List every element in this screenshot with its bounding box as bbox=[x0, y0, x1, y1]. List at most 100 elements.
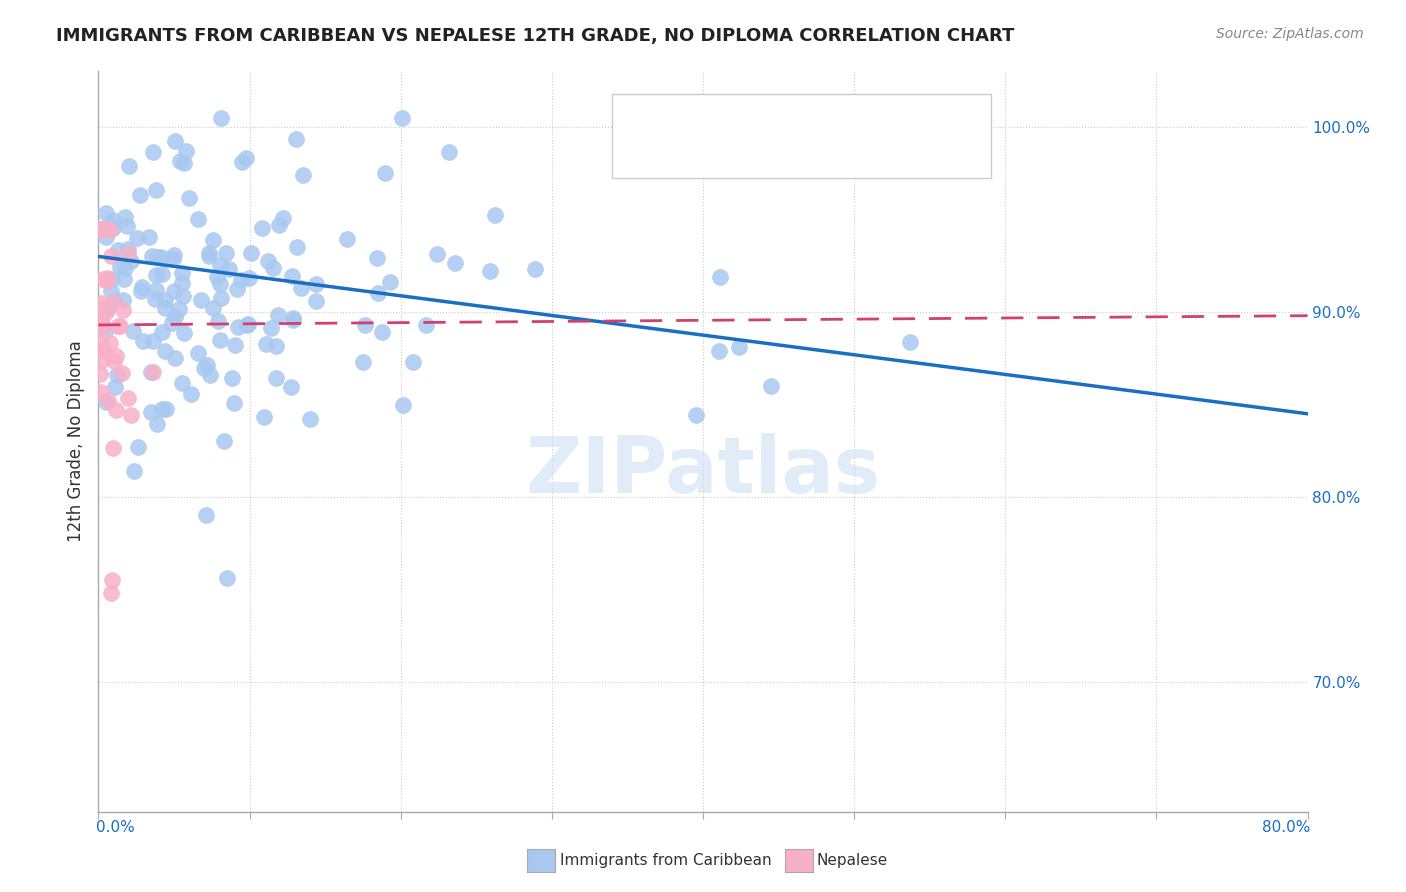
Point bbox=[110, 367, 132, 381]
Point bbox=[150, 401, 173, 416]
Point bbox=[264, 339, 287, 353]
Point bbox=[354, 318, 377, 333]
Point bbox=[209, 292, 232, 306]
Point bbox=[218, 261, 240, 276]
Point bbox=[103, 441, 125, 455]
Point bbox=[484, 208, 506, 222]
Point bbox=[120, 254, 142, 268]
Point bbox=[139, 404, 162, 418]
Point bbox=[94, 304, 117, 318]
Point bbox=[100, 272, 122, 286]
Point bbox=[90, 221, 112, 235]
Point bbox=[96, 271, 118, 285]
Point bbox=[94, 230, 117, 244]
Point bbox=[118, 159, 141, 173]
Point bbox=[162, 252, 184, 267]
Point bbox=[105, 368, 128, 382]
Point bbox=[224, 338, 246, 352]
Point bbox=[172, 277, 194, 291]
Point bbox=[165, 134, 187, 148]
Point bbox=[101, 574, 124, 588]
Point bbox=[266, 371, 288, 385]
Point bbox=[108, 260, 131, 274]
Point bbox=[112, 293, 135, 307]
Point bbox=[103, 295, 125, 310]
Y-axis label: 12th Grade, No Diploma: 12th Grade, No Diploma bbox=[66, 341, 84, 542]
Point bbox=[104, 402, 127, 417]
Point bbox=[479, 264, 502, 278]
Point bbox=[150, 325, 173, 339]
Point bbox=[90, 384, 112, 399]
Point bbox=[96, 274, 118, 288]
Point bbox=[685, 409, 707, 423]
Point bbox=[101, 220, 124, 235]
Point bbox=[165, 310, 187, 324]
Point bbox=[186, 212, 208, 227]
Point bbox=[90, 336, 112, 351]
Point bbox=[283, 313, 305, 327]
Point bbox=[90, 310, 112, 325]
Point bbox=[169, 302, 191, 317]
Point bbox=[439, 145, 461, 160]
Point bbox=[90, 321, 112, 335]
Point bbox=[198, 368, 221, 383]
Text: N =: N = bbox=[770, 144, 831, 161]
Point bbox=[108, 318, 131, 333]
Text: R =: R = bbox=[658, 108, 697, 126]
Point bbox=[94, 323, 117, 337]
Point bbox=[190, 293, 212, 308]
Point bbox=[235, 318, 257, 332]
Point bbox=[305, 277, 328, 291]
Point bbox=[224, 396, 246, 410]
Point bbox=[100, 284, 122, 298]
Text: ZIPatlas: ZIPatlas bbox=[526, 434, 880, 509]
Point bbox=[153, 293, 176, 308]
Point bbox=[336, 232, 359, 246]
Point bbox=[163, 248, 186, 262]
Point bbox=[98, 336, 121, 351]
Point bbox=[93, 343, 115, 358]
Point bbox=[253, 410, 276, 425]
Point bbox=[169, 153, 191, 168]
Point bbox=[100, 249, 122, 263]
Point bbox=[97, 301, 120, 315]
Point bbox=[112, 303, 135, 318]
Point bbox=[254, 337, 277, 351]
Point bbox=[221, 371, 243, 385]
Point bbox=[209, 277, 232, 291]
Point bbox=[117, 242, 139, 256]
Text: 80.0%: 80.0% bbox=[1263, 821, 1310, 835]
Point bbox=[107, 243, 129, 257]
Point bbox=[94, 221, 117, 235]
Point bbox=[145, 268, 167, 282]
Point bbox=[115, 219, 138, 233]
Point bbox=[193, 360, 215, 375]
Point bbox=[139, 365, 162, 379]
Point bbox=[198, 245, 221, 260]
Point bbox=[285, 240, 308, 254]
Point bbox=[260, 321, 283, 335]
Point bbox=[215, 571, 238, 585]
Text: 148: 148 bbox=[830, 108, 859, 126]
Point bbox=[103, 293, 125, 308]
Point bbox=[91, 301, 114, 315]
Point bbox=[142, 365, 165, 379]
Point bbox=[112, 271, 135, 285]
Point bbox=[761, 378, 783, 392]
Point bbox=[235, 151, 257, 165]
Text: N =: N = bbox=[770, 108, 831, 126]
Point bbox=[141, 249, 163, 263]
Point bbox=[117, 246, 139, 260]
Point bbox=[209, 111, 232, 125]
Point bbox=[160, 316, 183, 330]
Point bbox=[226, 282, 249, 296]
Point bbox=[174, 144, 197, 158]
Point bbox=[103, 354, 125, 368]
Text: 39: 39 bbox=[830, 144, 859, 161]
Point bbox=[172, 289, 194, 303]
Point bbox=[231, 154, 253, 169]
Point bbox=[202, 233, 225, 247]
Point bbox=[173, 326, 195, 340]
Text: Source: ZipAtlas.com: Source: ZipAtlas.com bbox=[1216, 27, 1364, 41]
Point bbox=[94, 206, 117, 220]
